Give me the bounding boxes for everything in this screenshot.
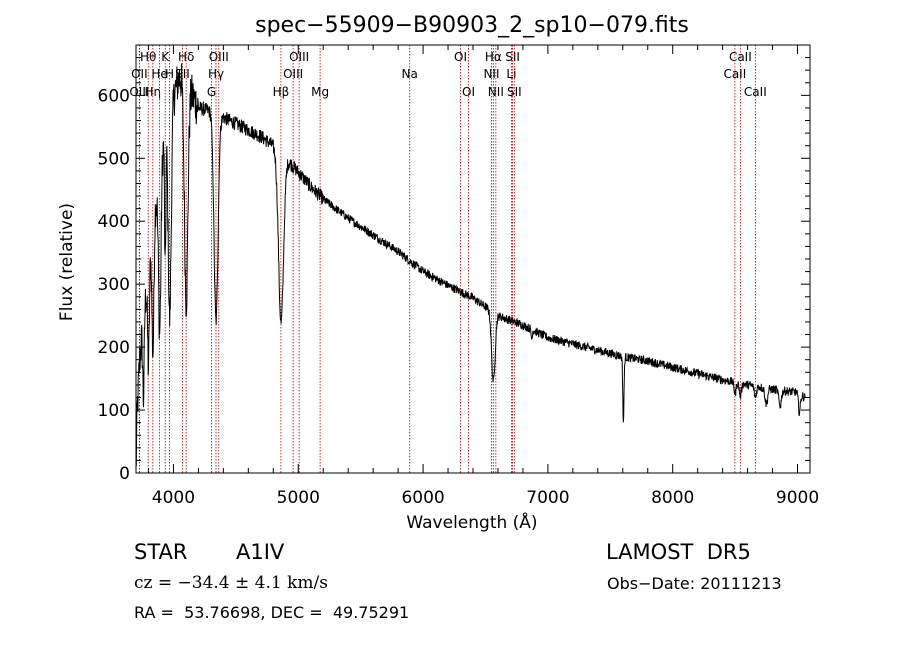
line-label: Hδ bbox=[178, 50, 194, 64]
line-label: Li bbox=[506, 67, 516, 81]
line-label: CaII bbox=[729, 50, 752, 64]
y-tick-label: 300 bbox=[98, 275, 130, 295]
y-tick-label: 400 bbox=[98, 212, 130, 232]
x-tick-label: 5000 bbox=[277, 488, 320, 508]
line-label: NII bbox=[488, 85, 504, 99]
line-label: SII bbox=[505, 50, 520, 64]
y-tick-label: 0 bbox=[119, 464, 130, 484]
survey-name: LAMOST DR5 bbox=[606, 540, 751, 564]
x-tick-label: 7000 bbox=[526, 488, 569, 508]
x-axis-label: Wavelength (Å) bbox=[406, 511, 537, 533]
line-label: OIII bbox=[209, 50, 229, 64]
chart-title: spec−55909−B90903_2_sp10−079.fits bbox=[255, 13, 689, 38]
spectrum-series-line bbox=[135, 63, 806, 467]
line-label: OIII bbox=[289, 50, 309, 64]
y-tick-label: 100 bbox=[98, 401, 130, 421]
x-tick-label: 6000 bbox=[401, 488, 444, 508]
y-axis-label: Flux (relative) bbox=[57, 203, 77, 321]
line-label: He bbox=[151, 67, 167, 81]
observation-date: Obs−Date: 20111213 bbox=[607, 574, 782, 593]
y-tick-label: 600 bbox=[98, 86, 130, 106]
line-label: Hθ bbox=[140, 50, 156, 64]
line-label: OI bbox=[454, 50, 467, 64]
line-label: Hη bbox=[145, 85, 162, 99]
line-label: SII bbox=[507, 85, 522, 99]
x-tick-label: 4000 bbox=[152, 488, 195, 508]
line-label: K bbox=[161, 50, 170, 64]
object-class: STAR bbox=[134, 540, 188, 564]
y-tick-label: 200 bbox=[98, 338, 130, 358]
plot-frame bbox=[135, 44, 811, 474]
line-label: Na bbox=[402, 67, 418, 81]
line-label: CaII bbox=[723, 67, 746, 81]
coordinates: RA = 53.76698, DEC = 49.75291 bbox=[134, 603, 410, 622]
line-label: CaII bbox=[744, 85, 767, 99]
line-label: NII bbox=[483, 67, 499, 81]
x-tick-label: 9000 bbox=[776, 488, 819, 508]
redshift-cz: cz = −34.4 ± 4.1 km/s bbox=[134, 573, 328, 593]
line-label: OI bbox=[462, 85, 475, 99]
line-label: G bbox=[207, 85, 216, 99]
y-axis-ticks: 0 100 200 300 400 500 600 bbox=[98, 57, 810, 484]
line-label: OII bbox=[131, 67, 148, 81]
object-subclass: A1IV bbox=[236, 540, 285, 564]
line-label: Hγ bbox=[208, 67, 224, 81]
line-label: H bbox=[165, 67, 174, 81]
line-label: Mg bbox=[311, 85, 329, 99]
x-axis-ticks: 4000 5000 6000 7000 8000 9000 bbox=[147, 45, 819, 508]
x-tick-label: 8000 bbox=[651, 488, 694, 508]
line-label: Hβ bbox=[273, 85, 290, 99]
line-label: Hα bbox=[485, 50, 502, 64]
line-label: OIII bbox=[283, 67, 303, 81]
y-tick-label: 500 bbox=[98, 149, 130, 169]
